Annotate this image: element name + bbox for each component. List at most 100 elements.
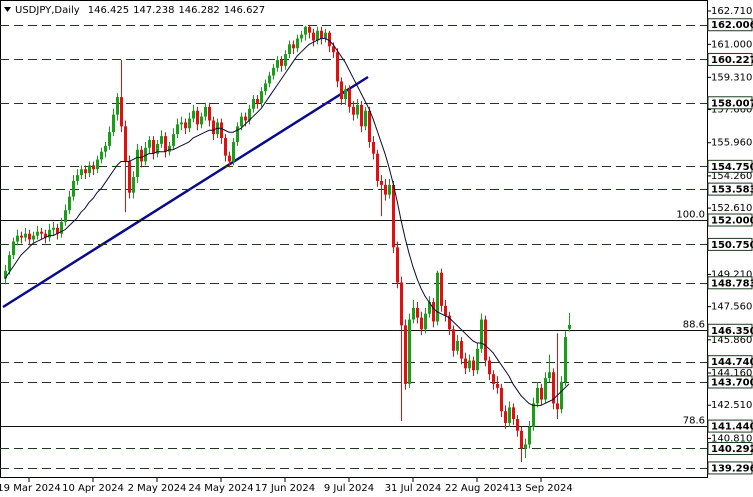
symbol: USDJPY,Daily xyxy=(15,5,80,16)
candle-body xyxy=(260,91,263,103)
candle-body xyxy=(400,282,403,326)
candle-body xyxy=(336,52,339,82)
candle-body xyxy=(240,116,243,127)
candle-body xyxy=(312,32,315,41)
candle-body xyxy=(212,120,215,135)
candle-body xyxy=(272,67,275,76)
menu-arrow xyxy=(4,7,11,12)
plot-frame xyxy=(0,0,708,478)
level-label: 152.000 xyxy=(711,216,753,227)
candle-body xyxy=(236,126,239,142)
y-tick-label: 140.810 xyxy=(711,433,752,444)
close: 146.627 xyxy=(224,5,265,16)
candle-body xyxy=(324,32,327,39)
candle-body xyxy=(344,89,347,100)
candle-body xyxy=(328,32,331,47)
candle-body xyxy=(516,419,519,431)
candle-body xyxy=(232,141,235,162)
candle-body xyxy=(532,403,535,427)
candle-body xyxy=(80,169,83,176)
open: 146.425 xyxy=(88,5,129,16)
level-box xyxy=(707,355,753,369)
candle-body xyxy=(156,143,159,154)
y-tick-label: 145.860 xyxy=(711,335,752,346)
candle-body xyxy=(108,132,111,146)
candle-body xyxy=(32,235,35,240)
x-tick-label: 2 May 2024 xyxy=(128,483,187,494)
candle-body xyxy=(20,235,23,238)
candle-body xyxy=(388,184,391,195)
y-tick-label: 157.660 xyxy=(711,105,752,116)
candle-body xyxy=(320,30,323,39)
candle-body xyxy=(72,180,75,197)
candle-body xyxy=(492,374,495,384)
candle-body xyxy=(364,110,367,127)
candle-body xyxy=(208,106,211,121)
level-label: 143.700 xyxy=(711,377,753,388)
level-box xyxy=(707,52,753,66)
x-tick-label: 19 Mar 2024 xyxy=(0,483,61,494)
candle-body xyxy=(380,180,383,185)
candle-body xyxy=(316,30,319,41)
candle-body xyxy=(508,407,511,423)
candle-body xyxy=(172,134,175,146)
level-box xyxy=(707,213,753,227)
candle-body xyxy=(412,307,415,320)
candle-body xyxy=(228,155,231,162)
candle-body xyxy=(376,153,379,181)
candle-body xyxy=(140,149,143,162)
candle-body xyxy=(424,313,427,330)
candle-body xyxy=(564,337,567,382)
fib-label: 100.0 xyxy=(676,210,705,221)
candle-body xyxy=(64,210,67,222)
candle-body xyxy=(112,114,115,133)
candle-body xyxy=(468,360,471,369)
candle-body xyxy=(132,177,135,193)
candle-body xyxy=(100,151,103,160)
candle-body xyxy=(432,301,435,322)
candle-body xyxy=(36,231,39,236)
candle-body xyxy=(104,145,107,152)
y-tick-label: 155.960 xyxy=(711,138,752,149)
candle-body xyxy=(548,372,551,379)
level-label: 150.750 xyxy=(711,240,753,251)
candle-body xyxy=(464,358,467,369)
low: 146.282 xyxy=(178,5,219,16)
level-label: 154.750 xyxy=(711,162,753,173)
candle-body xyxy=(524,444,527,449)
x-tick-label: 24 May 2024 xyxy=(188,483,253,494)
candle-body xyxy=(136,149,139,178)
candle-body xyxy=(224,138,227,156)
candle-body xyxy=(160,136,163,144)
candle-body xyxy=(24,233,27,238)
x-tick-label: 9 Jul 2024 xyxy=(324,483,374,494)
candle-body xyxy=(360,104,363,127)
level-box xyxy=(707,96,753,110)
candle-body xyxy=(448,315,451,330)
candle-body xyxy=(60,221,63,234)
candle-body xyxy=(472,360,475,371)
candle-body xyxy=(504,411,507,423)
candle-body xyxy=(416,307,419,318)
candle-body xyxy=(560,381,563,410)
candle-body xyxy=(368,110,371,142)
candle-body xyxy=(392,184,395,248)
candle-body xyxy=(252,99,255,109)
level-box xyxy=(707,182,753,196)
candle-body xyxy=(276,59,279,68)
x-tick-label: 17 Jun 2024 xyxy=(255,483,315,494)
candle-body xyxy=(176,124,179,135)
candle-body xyxy=(184,122,187,129)
candle-body xyxy=(420,317,423,330)
level-box xyxy=(707,237,753,251)
candle-body xyxy=(92,165,95,170)
level-box xyxy=(707,419,753,433)
candle-body xyxy=(536,387,539,404)
candle-body xyxy=(348,89,351,107)
level-label: 162.006 xyxy=(711,20,753,31)
level-box xyxy=(707,159,753,173)
level-box xyxy=(707,323,753,337)
level-label: 160.227 xyxy=(711,55,753,66)
candle-body xyxy=(496,383,499,388)
level-label: 144.740 xyxy=(711,357,753,368)
